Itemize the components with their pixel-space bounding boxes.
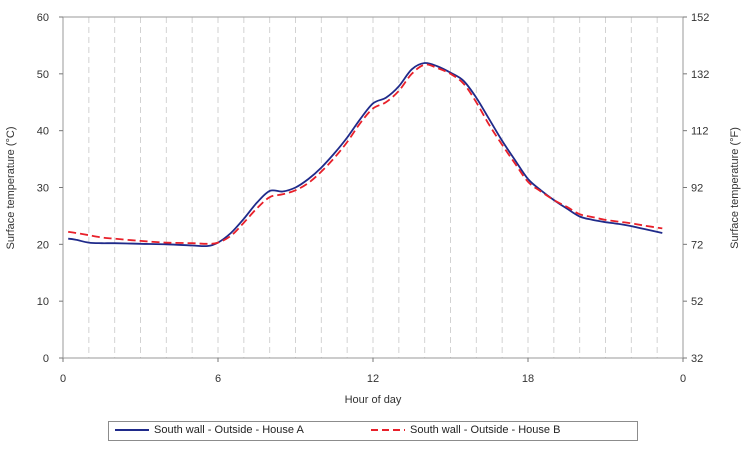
y-right-tick-label: 52 [691,296,703,308]
y-axis-left-ticks: 0 10 20 30 40 50 60 [37,12,63,365]
legend-label-house-a: South wall - Outside - House A [154,424,304,436]
x-tick-label: 18 [522,373,534,385]
x-tick-label: 6 [215,373,221,385]
legend: South wall - Outside - House A South wal… [108,421,638,441]
legend-swatch-house-a [115,429,149,431]
y-right-tick-label: 132 [691,69,709,81]
grid-lines [88,17,658,358]
series-line-house-a [68,62,663,248]
y-right-tick-label: 112 [691,126,709,138]
series-layer [68,62,663,248]
y-left-tick-label: 20 [37,239,49,251]
y-right-tick-label: 72 [691,239,703,251]
y-right-tick-label: 32 [691,353,703,365]
y-axis-left-title: Surface temperature (°C) [5,127,17,250]
legend-label-house-b: South wall - Outside - House B [410,424,561,436]
y-left-tick-label: 40 [37,126,49,138]
legend-item-house-b: South wall - Outside - House B [371,424,560,436]
y-left-tick-label: 0 [43,353,49,365]
legend-item-house-a: South wall - Outside - House A [115,424,304,436]
y-left-tick-label: 30 [37,183,49,195]
y-right-tick-label: 92 [691,183,703,195]
y-axis-right-title: Surface temperature (°F) [729,127,741,249]
series-line-house-b [68,63,663,245]
y-axis-right-ticks: 32 52 72 92 112 132 152 [683,12,709,365]
legend-swatch-house-b [371,429,405,431]
x-tick-label: 0 [680,373,686,385]
x-tick-label: 0 [60,373,66,385]
y-left-tick-label: 10 [37,296,49,308]
y-left-tick-label: 60 [37,12,49,24]
x-tick-label: 12 [367,373,379,385]
y-right-tick-label: 152 [691,12,709,24]
x-axis-ticks: 0 6 12 18 0 [60,358,686,385]
y-left-tick-label: 50 [37,69,49,81]
x-axis-title: Hour of day [345,394,402,406]
